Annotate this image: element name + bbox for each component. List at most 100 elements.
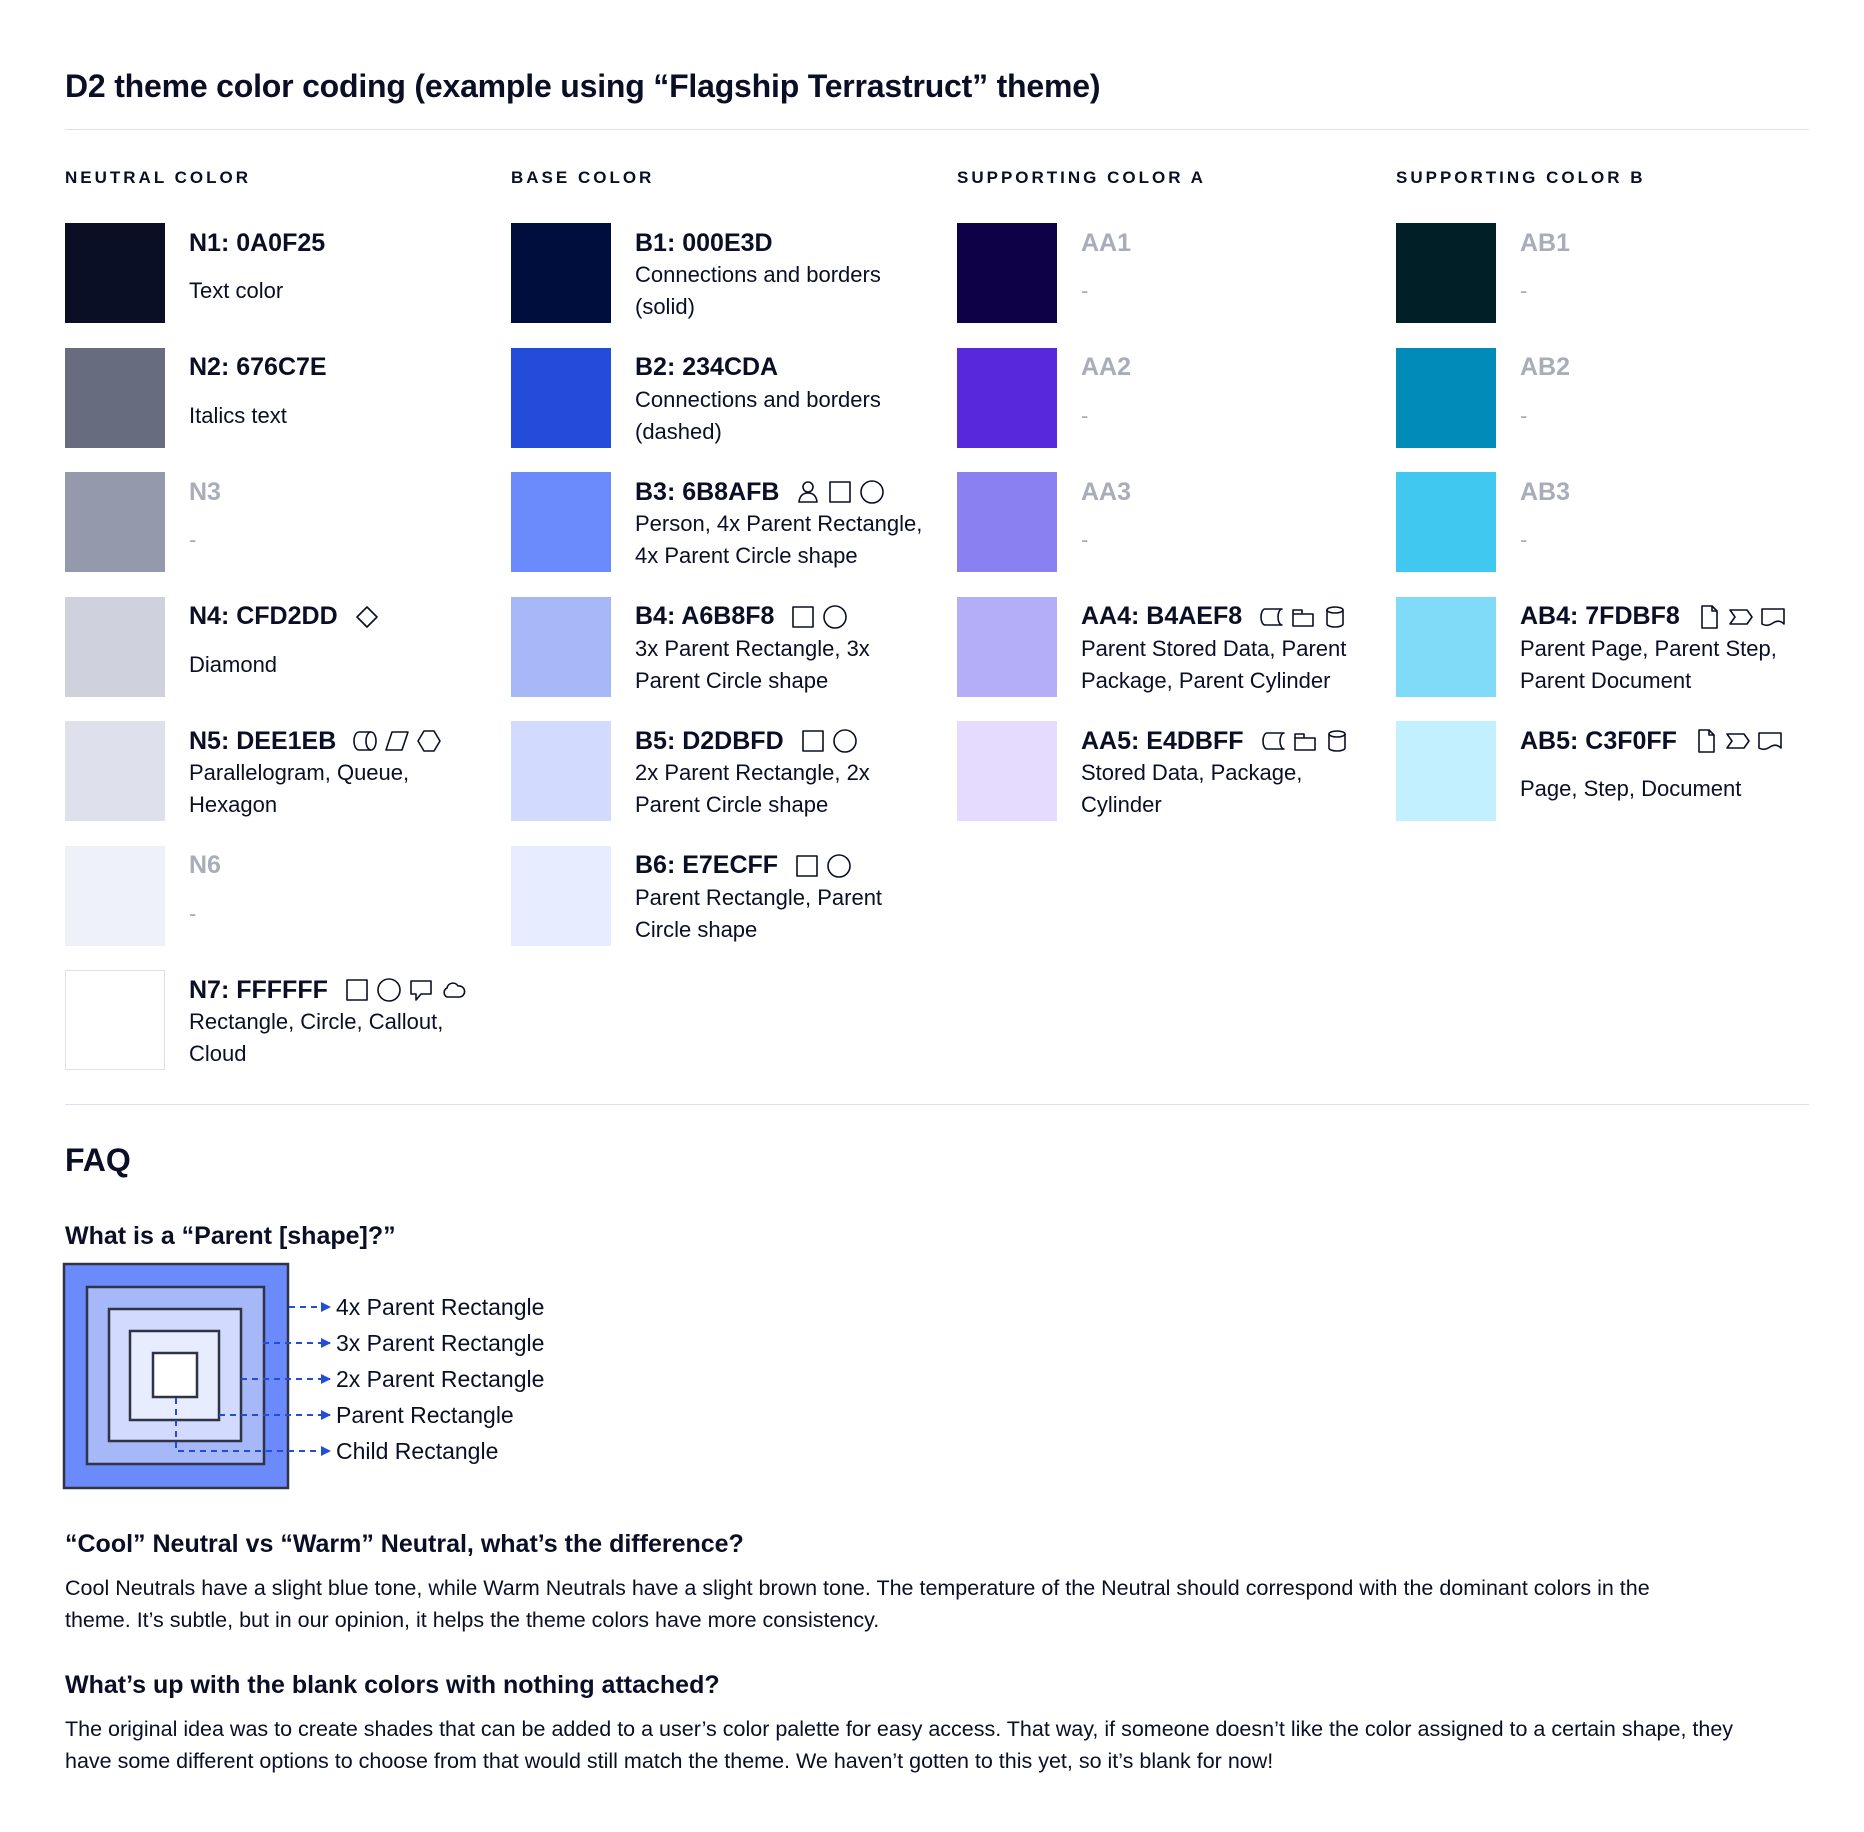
color-item: AB1 - [1396, 223, 1826, 323]
rectangle-icon [796, 854, 818, 877]
usage-line: Parent Page, Parent Step, [1520, 635, 1777, 661]
color-usage: Page, Step, Document [1520, 757, 1741, 821]
color-code-text: AA4: B4AEF8 [1081, 602, 1243, 630]
parallelogram-icon [385, 731, 410, 751]
shape-icons [795, 479, 885, 505]
diagram-label: 2x Parent Rectangle [336, 1366, 544, 1392]
color-swatch [65, 472, 165, 572]
color-swatch [1396, 347, 1496, 448]
color-swatch [65, 223, 165, 323]
color-item: N3 - [65, 472, 495, 572]
diamond-icon [355, 605, 378, 628]
color-code-text: B6: E7ECFF [635, 851, 779, 879]
package-icon [1293, 733, 1316, 751]
usage-line: (dashed) [635, 418, 722, 444]
column-header: NEUTRAL COLOR [65, 168, 252, 187]
usage-line: - [189, 527, 197, 552]
faq-title: FAQ [65, 1142, 131, 1178]
rectangle-icon [792, 605, 815, 628]
shape-icons [800, 728, 858, 754]
shape-icons [1693, 728, 1783, 754]
circle-icon [827, 853, 851, 878]
hexagon-icon [417, 730, 442, 752]
color-code: N6 [189, 850, 221, 882]
divider [65, 129, 1809, 130]
diagram-label: Parent Rectangle [336, 1402, 514, 1428]
color-code-text: AB1 [1520, 228, 1571, 257]
cylinder-icon [1327, 730, 1346, 752]
color-code-text: N7: FFFFFF [189, 975, 328, 1004]
color-code-text: N6 [189, 851, 221, 879]
step-icon [1726, 733, 1750, 749]
color-item: AB3 - [1396, 472, 1826, 572]
circle-icon [823, 604, 848, 629]
color-swatch [511, 721, 611, 821]
shape-icons [790, 604, 848, 630]
color-usage: Person, 4x Parent Rectangle, 4x Parent Ci… [635, 508, 922, 572]
document-icon [1758, 732, 1782, 751]
color-usage: 3x Parent Rectangle, 3x Parent Circle sha… [635, 633, 870, 697]
usage-line: (solid) [635, 294, 695, 319]
color-code: B3: 6B8AFB [635, 476, 885, 508]
usage-line: Package, Parent Cylinder [1081, 667, 1331, 693]
usage-line: - [189, 900, 197, 926]
color-swatch [65, 970, 165, 1070]
color-code: N1: 0A0F25 [189, 227, 325, 259]
usage-line: - [1520, 527, 1528, 552]
color-item: AA5: E4DBFF Stored Data, Package, Cylinder [957, 721, 1387, 821]
color-code-text: N3 [189, 477, 221, 506]
usage-line: Connections and borders [635, 386, 881, 412]
color-code: AB4: 7FDBF8 [1520, 601, 1786, 633]
usage-line: Parent Circle shape [635, 792, 829, 817]
color-code: AB3 [1520, 476, 1570, 508]
queue-icon [353, 731, 378, 751]
cylinder-icon [1326, 605, 1344, 628]
shape-icons [794, 853, 852, 879]
color-usage: - [189, 508, 196, 572]
color-code-text: B2: 234CDA [635, 353, 779, 381]
usage-line: Parent Stored Data, Parent [1081, 635, 1347, 661]
parent-shape-diagram: 4x Parent Rectangle 3x Parent Rectangle 2x… [62, 1262, 544, 1490]
dashed-arrow [175, 1398, 331, 1456]
color-usage: Parent Stored Data, Parent Package, Paren… [1081, 633, 1346, 697]
diagram-label: Child Rectangle [336, 1438, 498, 1464]
color-code-text: AB3 [1520, 477, 1571, 506]
color-usage: - [1081, 384, 1088, 448]
color-swatch [65, 721, 165, 821]
column-header: SUPPORTING COLOR A [957, 168, 1206, 187]
faq-question-parent-shape: What is a “Parent [shape]?” [65, 1222, 396, 1250]
color-code-text: AA3 [1081, 477, 1132, 506]
color-code: N7: FFFFFF [189, 974, 466, 1006]
color-code-text: B5: D2DBFD [635, 726, 784, 755]
color-swatch [957, 596, 1057, 697]
column-header: SUPPORTING COLOR B [1396, 168, 1646, 187]
usage-line: Person, 4x Parent Rectangle, [635, 511, 923, 536]
usage-line: Text color [189, 278, 284, 303]
color-swatch [957, 223, 1057, 323]
color-swatch [511, 472, 611, 572]
step-icon [1728, 608, 1753, 625]
column-header: BASE COLOR [511, 168, 655, 187]
callout-icon [410, 980, 432, 1001]
usage-line: Parallelogram, Queue, [189, 760, 410, 785]
color-item: N5: DEE1EB Parallelogram, Queue, Hexagon [65, 721, 495, 821]
color-code-text: N2: 676C7E [189, 353, 327, 381]
color-code: N5: DEE1EB [189, 725, 442, 757]
color-usage: Parent Rectangle, Parent Circle shape [635, 882, 882, 946]
shape-icons [1260, 728, 1350, 754]
color-usage: Stored Data, Package, Cylinder [1081, 757, 1302, 821]
color-usage: Parent Page, Parent Step, Parent Document [1520, 633, 1777, 697]
color-swatch [511, 223, 611, 323]
usage-line: Diamond [189, 651, 278, 677]
usage-line: - [1081, 527, 1089, 552]
color-code: AB2 [1520, 352, 1570, 384]
color-item: N2: 676C7E Italics text [65, 347, 495, 448]
color-item: N4: CFD2DD Diamond [65, 596, 495, 697]
usage-line: Cloud [189, 1041, 247, 1066]
faq-question-blank-colors: What’s up with the blank colors with not… [65, 1671, 720, 1699]
color-code: B1: 000E3D [635, 227, 773, 259]
color-swatch [1396, 596, 1496, 697]
diagram-label: 3x Parent Rectangle [336, 1330, 544, 1356]
usage-line: Hexagon [189, 792, 278, 817]
color-usage: - [189, 882, 196, 946]
